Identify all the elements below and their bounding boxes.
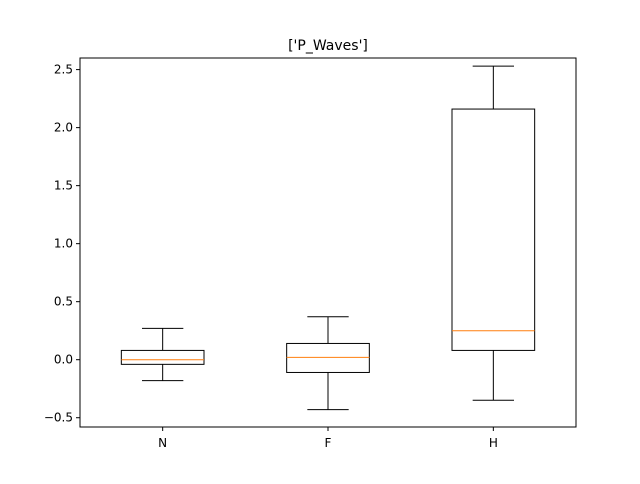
y-axis: −0.5 0.0 0.5 1.0 1.5 2.0 2.5 <box>44 63 80 425</box>
box-F <box>286 316 370 411</box>
x-tick-label: F <box>325 436 332 450</box>
box-H <box>451 65 536 401</box>
y-tick-label: 2.0 <box>54 121 73 135</box>
y-tick-label: 0.5 <box>54 295 73 309</box>
y-tick-label: 2.5 <box>54 63 73 77</box>
x-tick-label: N <box>158 436 167 450</box>
box-series <box>120 65 536 411</box>
box-N <box>120 327 205 382</box>
chart-title: ['P_Waves'] <box>288 38 368 54</box>
x-tick-label: H <box>489 436 498 450</box>
plot-area-frame <box>79 57 577 428</box>
y-tick-label: 0.0 <box>54 353 73 367</box>
y-tick-label: 1.0 <box>54 237 73 251</box>
y-tick-label: 1.5 <box>54 179 73 193</box>
y-tick-label: −0.5 <box>44 411 73 425</box>
